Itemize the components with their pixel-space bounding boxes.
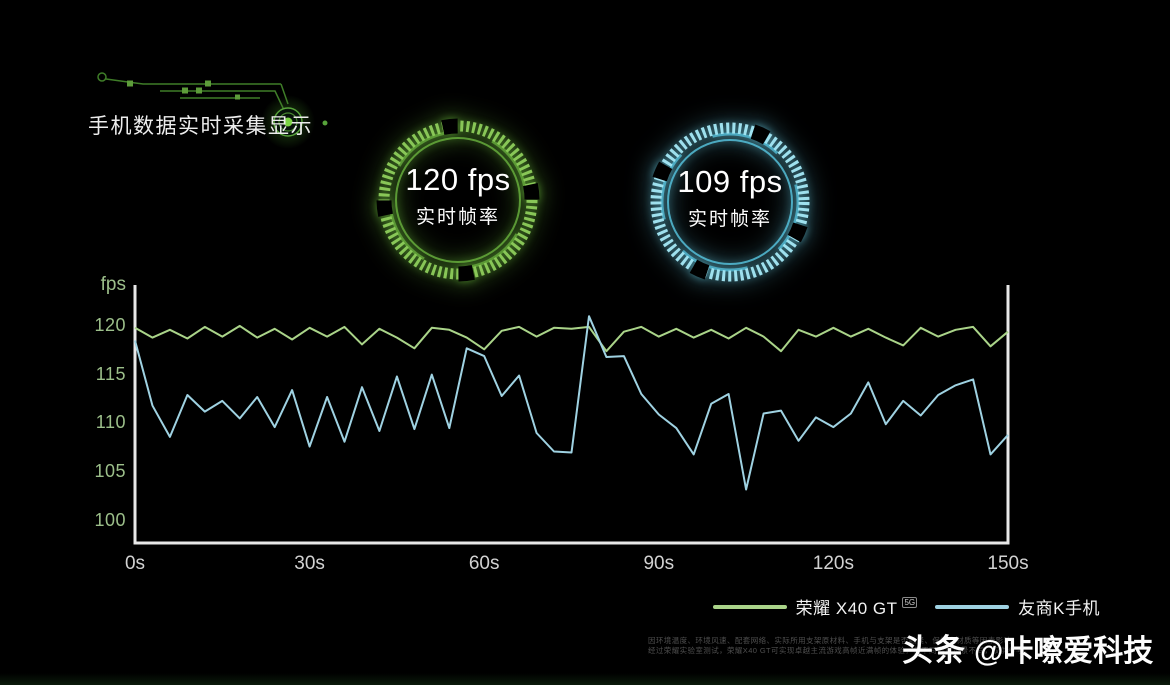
circuit-trace [280, 83, 289, 105]
disclaimer-line: 因环境温度、环境风速、配套网络、实际所用支架原材料、手机与支架是否触紧、保护壳材… [648, 636, 1020, 645]
y-tick-label: 115 [95, 363, 126, 384]
legend-item-0: 荣耀 X40 GT 5G [712, 594, 918, 619]
y-tick-label: 105 [94, 460, 126, 481]
watermark: 头条 @咔嚓爱科技 [902, 625, 1153, 670]
y-tick-label: 110 [95, 412, 126, 433]
legend-label: 友商K手机 [1018, 599, 1100, 618]
gauge-value: 120 fps [405, 161, 511, 197]
legend-badge: 5G [902, 597, 918, 608]
circuit-pad [182, 87, 188, 94]
y-tick-label: 120 [94, 314, 126, 335]
y-tick-label: 100 [94, 509, 126, 530]
gauge-ring-icon [376, 118, 540, 282]
gauge-rival-fps: 109 fps 实时帧率 [640, 112, 820, 292]
circuit-pad [205, 80, 211, 87]
gauge-ring-icon [648, 120, 812, 284]
series-line-0 [134, 324, 1009, 353]
x-tick-label: 0s [124, 553, 146, 574]
chart-plot-area [133, 285, 1010, 545]
legend-swatch [935, 604, 1010, 609]
circuit-trace [105, 78, 281, 85]
circuit-node-icon [97, 72, 107, 82]
gauge-label: 实时帧率 [415, 206, 500, 228]
watermark-brand: 头条 [902, 633, 966, 668]
legend-label: 荣耀 X40 GT [795, 599, 898, 618]
page-title: 手机数据实时采集显示 [88, 115, 313, 138]
series-line-1 [134, 315, 1009, 491]
circuit-decoration [97, 72, 328, 149]
circuit-pad [235, 94, 240, 100]
x-tick-label: 150s [987, 553, 1029, 574]
disclaimer-line: 经过荣耀实验室测试，荣耀X40 GT可实现卓越主流游戏高帧近满帧的体验，但不同游… [648, 645, 1032, 655]
circuit-trace [160, 90, 285, 111]
gauge-value: 109 fps [677, 163, 783, 199]
circuit-pad [196, 87, 202, 94]
bottom-gradient [0, 673, 1170, 685]
chart-axes [133, 285, 1010, 545]
x-tick-label: 30s [294, 553, 325, 574]
y-axis-unit-label: fps [100, 274, 126, 295]
x-tick-label: 60s [468, 553, 500, 574]
watermark-handle: @咔嚓爱科技 [974, 635, 1154, 668]
circuit-pad [127, 80, 133, 87]
fps-line-chart: fps 120 115 110 105 100 0s 30s 60s 90s 120s 150s [80, 270, 1090, 585]
x-tick-label: 90s [643, 553, 675, 574]
disclaimer-text: 因环境温度、环境风速、配套网络、实际所用支架原材料、手机与支架是否触紧、保护壳材… [648, 636, 1168, 655]
bullseye-target-icon [273, 107, 328, 137]
x-tick-label: 120s [812, 553, 854, 574]
legend-item-1: 友商K手机 [935, 594, 1100, 619]
legend-swatch [712, 604, 787, 609]
chart-legend: 荣耀 X40 GT 5G 友商K手机 [712, 594, 1100, 619]
gauge-label: 实时帧率 [687, 208, 772, 230]
gauge-honor-fps: 120 fps 实时帧率 [368, 110, 548, 290]
